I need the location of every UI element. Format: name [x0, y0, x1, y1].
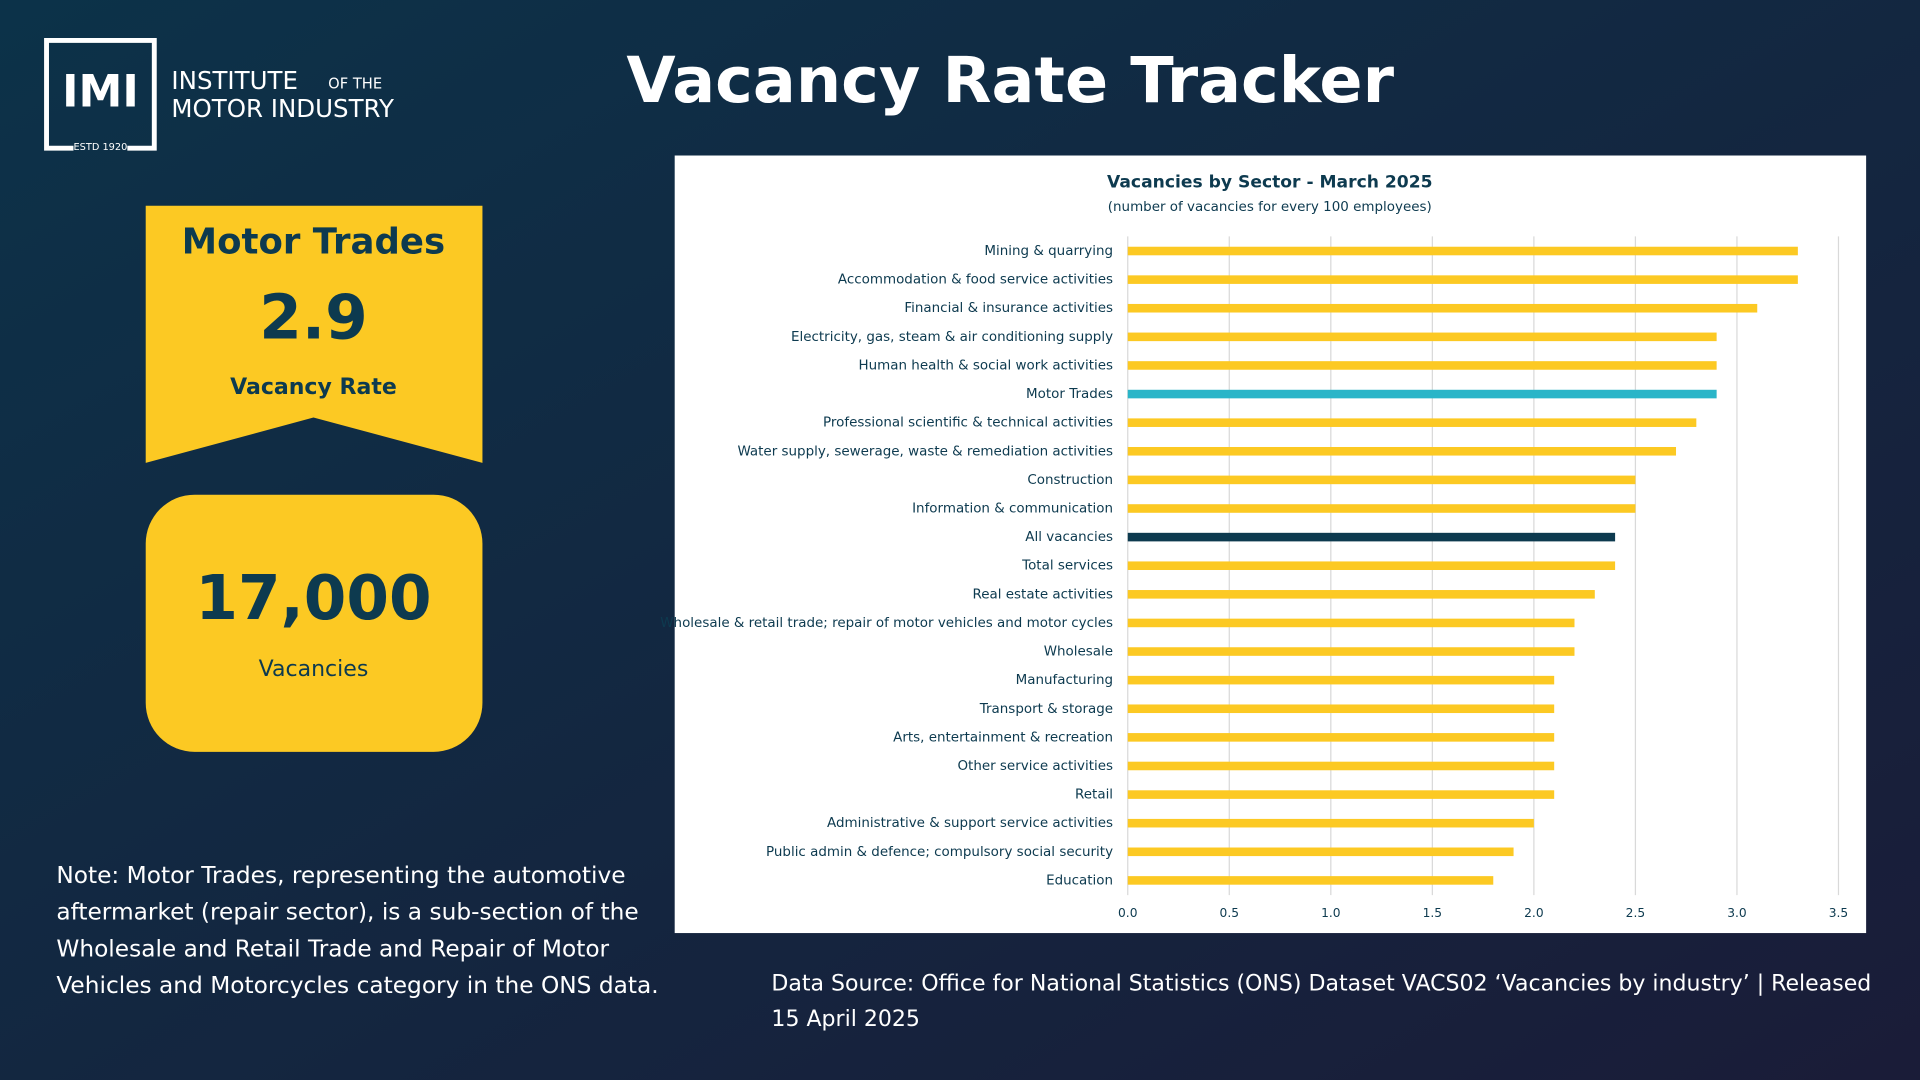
x-tick-label: 0.0: [1118, 906, 1137, 920]
card-label: Motor Trades: [182, 222, 445, 263]
x-tick-label: 1.0: [1321, 906, 1340, 920]
y-tick-label: Other service activities: [957, 759, 1113, 774]
bar: [1127, 504, 1636, 513]
y-tick-label: Retail: [1075, 788, 1113, 803]
x-tick-label: 3.0: [1727, 906, 1746, 920]
bar: [1127, 675, 1555, 685]
y-tick-label: Financial & insurance activities: [904, 301, 1113, 316]
chart-subtitle: (number of vacancies for every 100 emplo…: [1108, 200, 1432, 215]
bar: [1127, 847, 1514, 857]
bar: [1127, 590, 1595, 599]
card-value: 2.9: [259, 283, 367, 354]
bar: [1127, 761, 1555, 771]
bar: [1127, 389, 1717, 399]
x-tick-label: 2.5: [1626, 906, 1645, 920]
y-tick-label: Information & communication: [912, 501, 1113, 516]
y-tick-label: Mining & quarrying: [984, 244, 1113, 259]
y-tick-label: Real estate activities: [972, 587, 1113, 602]
plot: 0.0 0.5 1.0 1.5 2.0 2.5 3.0 3.5 Mining & quarryi…: [660, 236, 1848, 920]
bar: [1127, 618, 1575, 628]
bar: [1127, 561, 1616, 570]
y-tick-label: Education: [1046, 873, 1113, 888]
y-tick-label: Total services: [1021, 559, 1113, 574]
y-tick-label: Motor Trades: [1026, 387, 1113, 402]
bar: [1127, 876, 1494, 885]
x-tick-label: 1.5: [1423, 906, 1442, 920]
card-value: 17,000: [195, 563, 431, 634]
note-box: Note: Motor Trades, representing the aut…: [56, 862, 659, 1000]
source: Data Source: Office for National Statist…: [771, 971, 1872, 1033]
bar: [1127, 818, 1534, 828]
bar: [1127, 475, 1636, 485]
bar: [1127, 446, 1677, 456]
logo-frame: [44, 37, 157, 151]
card-caption: Vacancies: [259, 657, 369, 682]
y-tick-label: All vacancies: [1025, 530, 1113, 545]
y-tick-label: Water supply, sewerage, waste & remediat…: [737, 444, 1113, 459]
bar: [1127, 704, 1555, 714]
bar: [1127, 361, 1717, 370]
y-tick-label: Manufacturing: [1016, 673, 1113, 688]
bar: [1127, 647, 1575, 656]
y-tick-label: Wholesale: [1044, 645, 1113, 660]
chart-title: Vacancies by Sector - March 2025: [1107, 172, 1432, 192]
bar: [1127, 303, 1758, 313]
count-card: [145, 494, 483, 752]
bar: [1127, 332, 1717, 342]
y-tick-label: Administrative & support service activit…: [827, 816, 1113, 831]
y-tick-label: Electricity, gas, steam & air conditioni…: [791, 330, 1113, 345]
y-tick-label: Human health & social work activities: [859, 358, 1114, 373]
y-tick-label: Construction: [1027, 473, 1113, 488]
chart-panel: [674, 155, 1867, 934]
logo-text: INSTITUTE: [171, 66, 297, 95]
card-caption: Vacancy Rate: [230, 375, 397, 400]
logo-text: OF THE: [328, 75, 382, 92]
bar: [1127, 532, 1616, 542]
y-tick-label: Transport & storage: [979, 702, 1113, 717]
page-title: Vacancy Rate Tracker: [626, 44, 1394, 118]
x-tick-label: 2.0: [1524, 906, 1543, 920]
y-tick-label: Arts, entertainment & recreation: [893, 730, 1113, 745]
y-tick-label: Public admin & defence; compulsory socia…: [766, 845, 1113, 860]
rate-card: [145, 205, 483, 463]
source-box: Data Source: Office for National Statist…: [771, 971, 1872, 1033]
bar: [1127, 246, 1798, 256]
bar: [1127, 275, 1798, 284]
logo-text: MOTOR INDUSTRY: [171, 94, 394, 123]
x-tick-label: 3.5: [1829, 906, 1848, 920]
bar: [1127, 418, 1697, 427]
logo-mark: IMI: [62, 66, 139, 117]
y-tick-label: Accommodation & food service activities: [838, 273, 1113, 288]
note: Note: Motor Trades, representing the aut…: [56, 862, 659, 1000]
y-tick-label: Professional scientific & technical acti…: [823, 416, 1113, 431]
bar: [1127, 733, 1555, 742]
logo-est: ESTD 1920: [73, 142, 127, 153]
bar: [1127, 790, 1555, 799]
y-tick-label: Wholesale & retail trade; repair of moto…: [660, 616, 1113, 631]
x-tick-label: 0.5: [1220, 906, 1239, 920]
